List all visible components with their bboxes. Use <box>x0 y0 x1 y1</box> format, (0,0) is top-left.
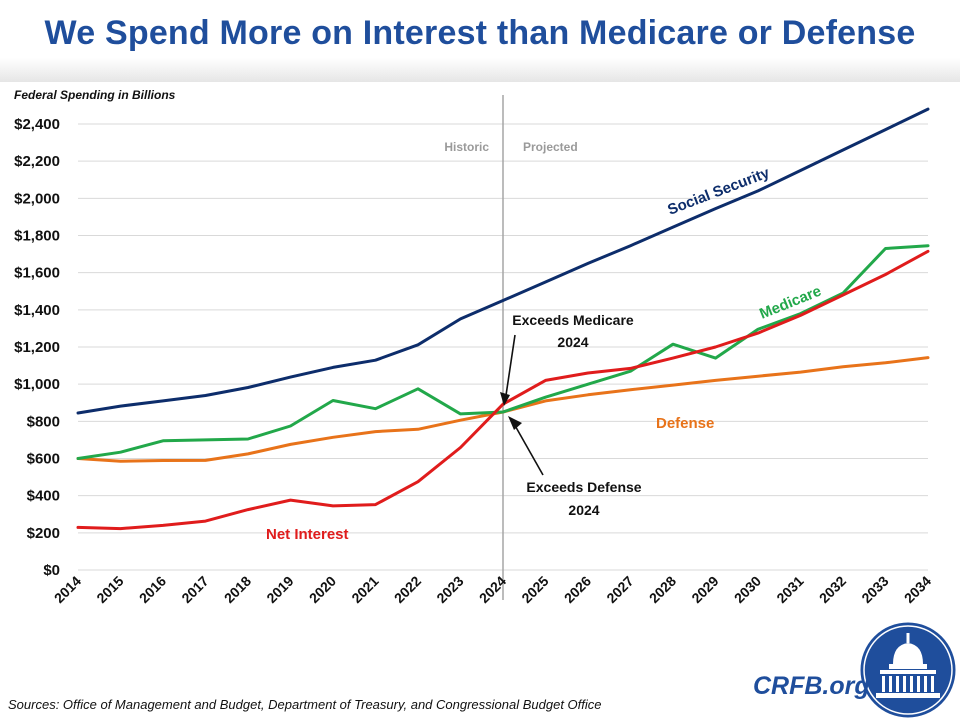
y-tick-label: $400 <box>27 488 60 505</box>
x-tick-label: 2021 <box>348 573 381 606</box>
x-tick-label: 2031 <box>773 573 806 606</box>
y-tick-label: $200 <box>27 525 60 542</box>
x-tick-label: 2025 <box>518 573 551 606</box>
y-tick-label: $1,800 <box>14 228 60 245</box>
projected-label: Projected <box>523 140 578 154</box>
x-tick-label: 2017 <box>178 573 211 606</box>
y-tick-label: $1,000 <box>14 376 60 393</box>
y-axis-label: Federal Spending in Billions <box>14 88 176 102</box>
arrow-head <box>500 392 510 407</box>
annotation-text: 2024 <box>557 334 588 350</box>
x-tick-label: 2015 <box>93 573 126 606</box>
annotation-text: Exceeds Defense <box>526 479 641 495</box>
y-tick-label: $800 <box>27 413 60 430</box>
series-lines <box>76 107 930 531</box>
y-tick-label: $1,600 <box>14 265 60 282</box>
source-note: Sources: Office of Management and Budget… <box>8 697 602 712</box>
crfb-logo-icon <box>857 619 959 720</box>
y-tick-label: $1,200 <box>14 339 60 356</box>
x-tick-label: 2032 <box>816 573 849 606</box>
x-tick-labels: 2014 2015 2016 2017 2018 2019 2020 2021 2022 2023… <box>51 573 934 606</box>
x-tick-label: 2028 <box>646 573 679 606</box>
brand-link[interactable]: CRFB.org <box>753 672 870 700</box>
y-tick-labels: $0 $200 $400 $600 $800 $1,000 $1,200 $1,400 $1,6… <box>14 116 60 579</box>
series-line-medicare <box>76 244 930 460</box>
y-tick-label: $2,400 <box>14 116 60 133</box>
x-tick-label: 2034 <box>901 573 934 606</box>
x-tick-label: 2018 <box>221 573 254 606</box>
y-tick-label: $600 <box>27 451 60 468</box>
x-tick-label: 2027 <box>603 573 636 606</box>
y-tick-label: $2,200 <box>14 153 60 170</box>
arrow-shaft <box>512 421 544 476</box>
series-line-net-interest <box>76 249 930 531</box>
arrow-shaft <box>504 334 516 403</box>
x-tick-label: 2019 <box>263 573 296 606</box>
page-title: We Spend More on Interest than Medicare … <box>44 14 916 52</box>
series-line-social-security <box>76 107 930 415</box>
y-tick-label: $2,000 <box>14 190 60 207</box>
y-tick-label: $1,400 <box>14 302 60 319</box>
annotation-text: Exceeds Medicare <box>512 312 634 328</box>
x-tick-label: 2026 <box>561 573 594 606</box>
x-tick-label: 2023 <box>433 573 466 606</box>
series-label-defense: Defense <box>656 415 714 432</box>
x-tick-label: 2020 <box>306 573 339 606</box>
arrow-head <box>508 416 522 431</box>
y-tick-label: $0 <box>43 562 60 579</box>
x-tick-label: 2029 <box>688 573 721 606</box>
x-tick-label: 2024 <box>476 573 509 606</box>
annotation-exceeds-defense: Exceeds Defense 2024 <box>508 416 642 518</box>
annotations: Exceeds Medicare 2024 Exceeds Defense 2024 <box>500 312 642 518</box>
x-tick-label: 2033 <box>858 573 891 606</box>
header-band <box>0 0 960 82</box>
x-tick-label: 2022 <box>391 573 424 606</box>
annotation-exceeds-medicare: Exceeds Medicare 2024 <box>500 312 634 407</box>
series-label-net-interest: Net Interest <box>266 526 349 543</box>
x-tick-label: 2030 <box>731 573 764 606</box>
historic-projected-divider: Historic Projected <box>444 95 578 600</box>
annotation-text: 2024 <box>568 502 599 518</box>
x-tick-label: 2016 <box>136 573 169 606</box>
historic-label: Historic <box>444 140 489 154</box>
